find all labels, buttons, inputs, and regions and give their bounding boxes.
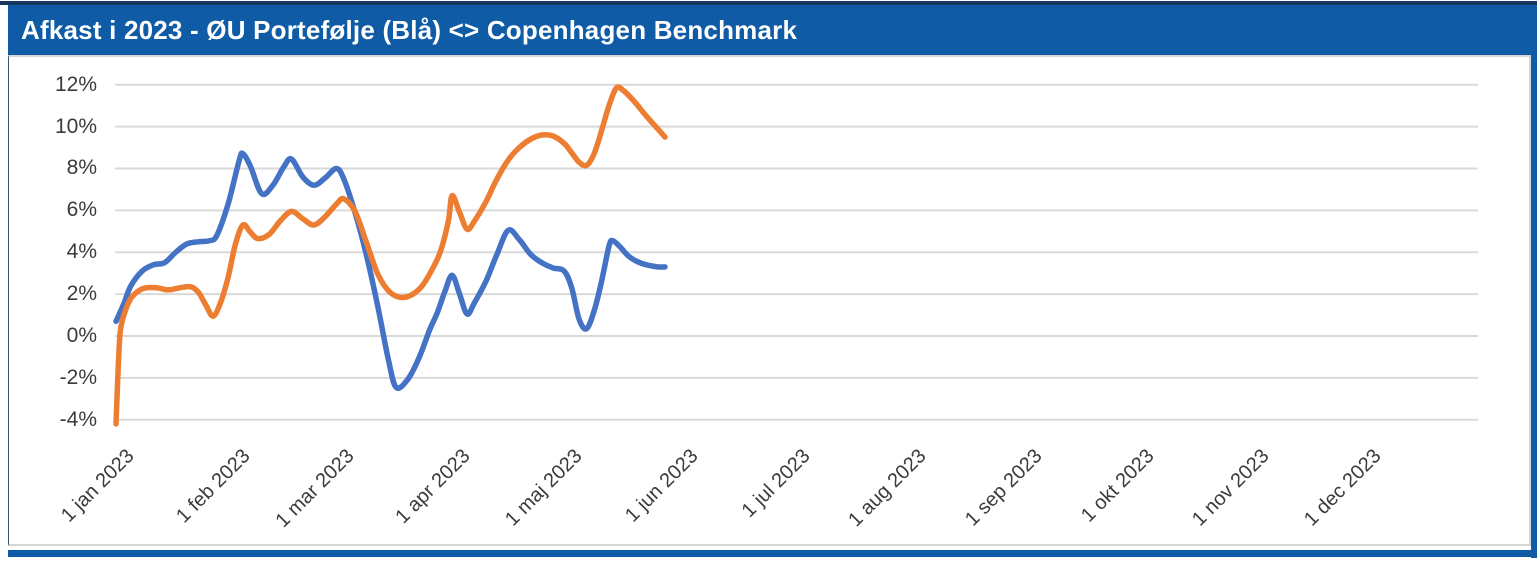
series-line-portfolio bbox=[113, 150, 668, 391]
window-top-border bbox=[0, 1, 1537, 5]
y-axis-label: 4% bbox=[66, 240, 97, 263]
series-line-benchmark bbox=[113, 84, 668, 427]
chart-title: Afkast i 2023 - ØU Portefølje (Blå) <> C… bbox=[21, 14, 798, 45]
y-axis-label: -4% bbox=[59, 408, 97, 431]
y-axis-label: -2% bbox=[59, 366, 97, 389]
chart-panel: 12% 10% 8% 6% 4% 2% 0% -2% -4% 1 jan 2023 1 feb 2… bbox=[8, 55, 1531, 546]
plot-area-svg bbox=[113, 83, 1478, 427]
y-axis-label: 0% bbox=[66, 324, 97, 347]
y-axis-label: 12% bbox=[54, 73, 97, 96]
window-right-border bbox=[1531, 5, 1537, 558]
chart-title-bar: Afkast i 2023 - ØU Portefølje (Blå) <> C… bbox=[8, 5, 1531, 55]
y-axis-label: 6% bbox=[66, 198, 97, 221]
y-axis-label: 10% bbox=[54, 115, 97, 138]
window-bottom-border bbox=[8, 550, 1537, 557]
y-axis-label: 2% bbox=[66, 282, 97, 305]
y-axis-label: 8% bbox=[66, 156, 97, 179]
